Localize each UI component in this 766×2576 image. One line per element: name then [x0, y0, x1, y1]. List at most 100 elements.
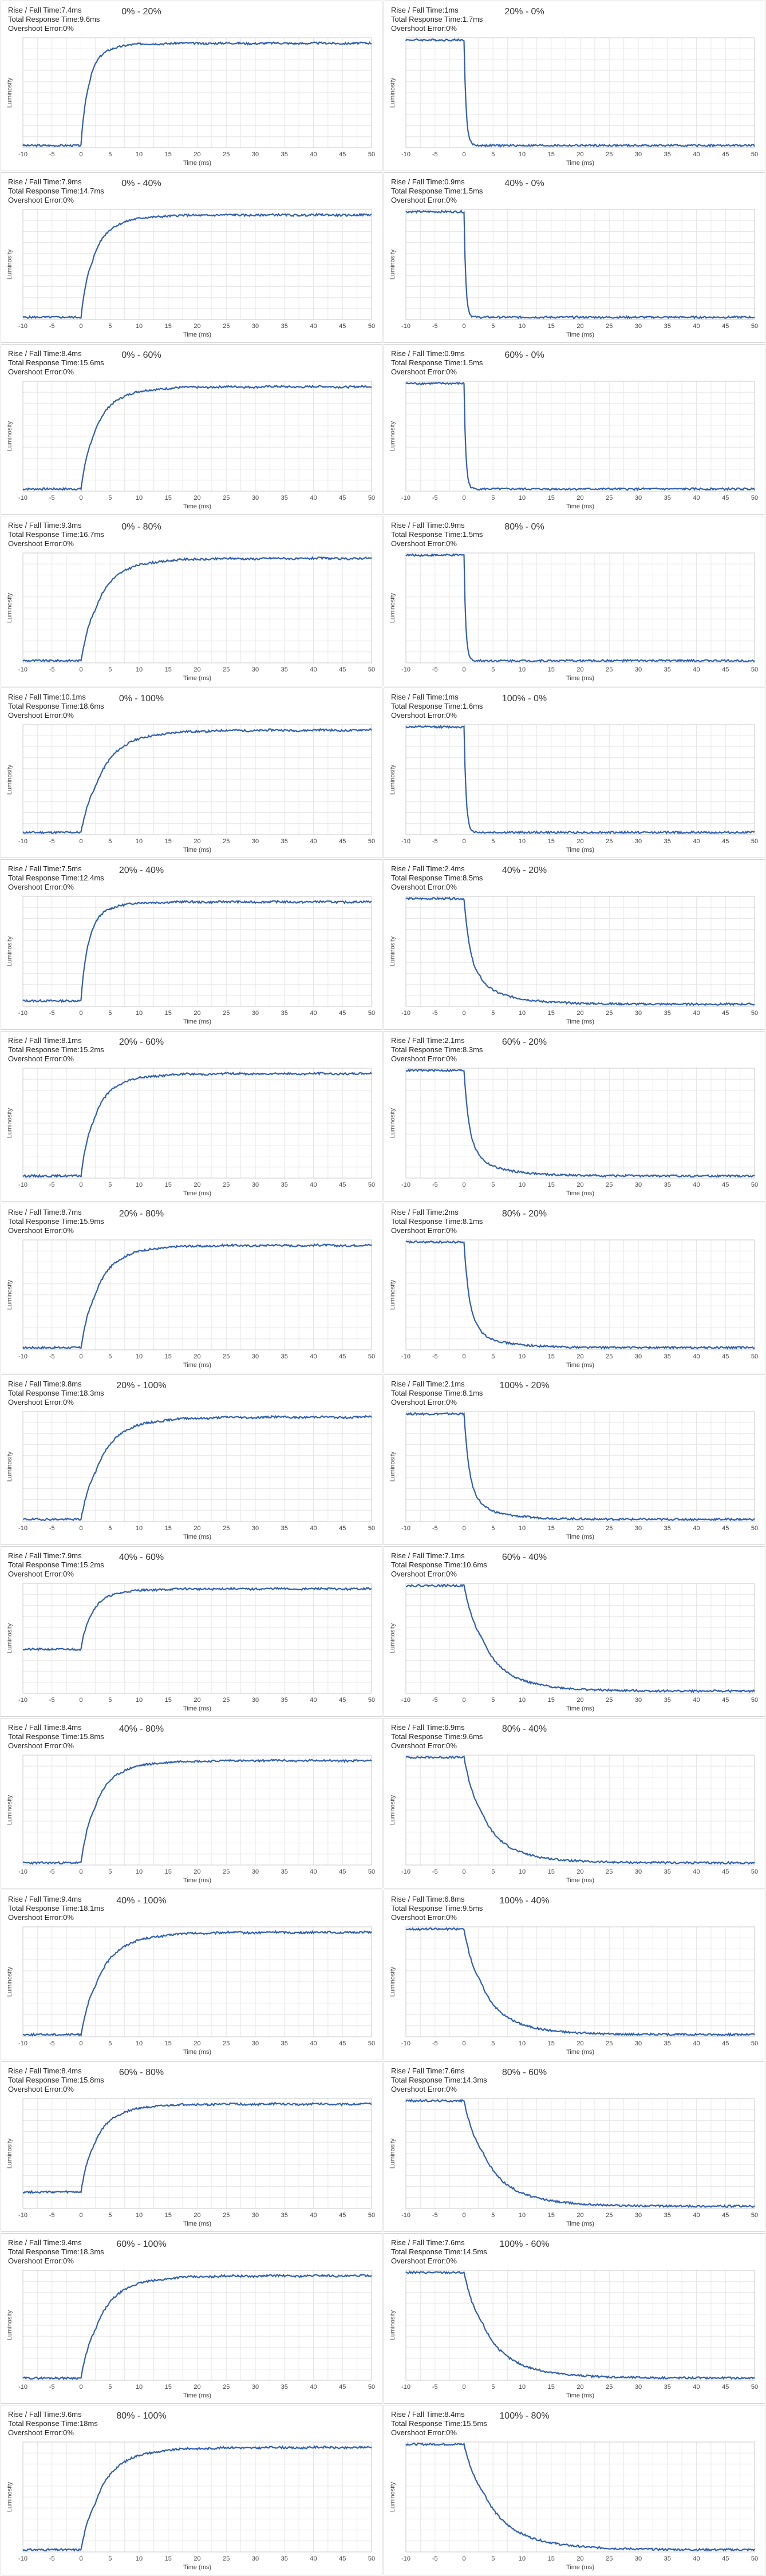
x-tick-label: 30: [635, 1182, 642, 1188]
x-tick-label: 5: [491, 323, 495, 330]
luminosity-series-line: [405, 553, 755, 663]
x-tick-label: 5: [491, 838, 495, 845]
x-tick-label: 30: [635, 838, 642, 845]
x-tick-label: -5: [49, 666, 55, 673]
rise-fall-time-value: 8.4ms: [61, 2067, 82, 2075]
plot-frame: [22, 1755, 372, 1866]
x-tick-label: 35: [664, 1868, 671, 1875]
overshoot-error-label: Overshoot Error:: [391, 368, 447, 376]
total-response-time-label: Total Response Time:: [391, 530, 463, 539]
rise-fall-time-label: Rise / Fall Time:: [391, 521, 445, 530]
overshoot-error: Overshoot Error:0%: [391, 2428, 487, 2437]
rise-fall-time-label: Rise / Fall Time:: [391, 2238, 445, 2247]
x-tick-label: 10: [136, 1182, 143, 1188]
luminosity-series-line: [22, 556, 372, 663]
x-tick-label: 10: [519, 2212, 526, 2219]
x-tick-label: -10: [18, 1010, 27, 1017]
luminosity-chart: -10 -5 0 5 10 15 20 25 30 35 40 45 50 Time (ms) Lumino…: [389, 1926, 758, 2056]
total-response-time: Total Response Time:15.2ms: [8, 1045, 104, 1054]
chart-panel: Rise / Fall Time:6.8ms Total Response Tim…: [384, 1890, 765, 2060]
x-axis-label: Time (ms): [183, 1362, 211, 1369]
total-response-time-value: 9.5ms: [463, 1904, 483, 1913]
overshoot-error-label: Overshoot Error:: [8, 2085, 64, 2093]
x-tick-label: 20: [194, 1697, 200, 1704]
luminosity-chart: -10 -5 0 5 10 15 20 25 30 35 40 45 50 Time (ms) Lumino…: [6, 552, 375, 682]
x-tick-label: 10: [136, 1010, 143, 1017]
x-tick-label: 30: [252, 838, 259, 845]
x-tick-label: 15: [548, 2555, 555, 2562]
total-response-time: Total Response Time:18ms: [8, 2419, 98, 2428]
x-tick-label: 50: [751, 838, 758, 845]
overshoot-error: Overshoot Error:0%: [8, 24, 100, 33]
x-tick-label: 40: [310, 323, 317, 330]
y-axis-label: Luminosity: [389, 764, 396, 795]
x-tick-label: -10: [401, 838, 410, 845]
metrics-block: Rise / Fall Time:0.9ms Total Response Tim…: [391, 349, 483, 377]
chart-panel: Rise / Fall Time:8.4ms Total Response Tim…: [1, 1718, 382, 1888]
x-tick-label: 20: [194, 1182, 200, 1188]
x-tick-label: 45: [722, 2555, 729, 2562]
x-tick-label: 15: [165, 2212, 172, 2219]
metrics-block: Rise / Fall Time:8.4ms Total Response Tim…: [391, 2410, 487, 2437]
metrics-block: Rise / Fall Time:8.1ms Total Response Tim…: [8, 1036, 104, 1064]
chart-title: 60% - 20%: [502, 1037, 547, 1047]
x-tick-label: 25: [606, 1525, 613, 1532]
x-tick-label: 50: [368, 1353, 375, 1360]
y-axis-label: Luminosity: [389, 1279, 396, 1310]
chart-panel: Rise / Fall Time:9.4ms Total Response Tim…: [1, 1890, 382, 2060]
rise-fall-time: Rise / Fall Time:8.4ms: [391, 2410, 487, 2419]
x-tick-label: 40: [693, 1010, 700, 1017]
total-response-time-label: Total Response Time:: [8, 530, 80, 539]
total-response-time-label: Total Response Time:: [391, 874, 463, 882]
x-tick-label: -10: [18, 1182, 27, 1188]
x-tick-label: 40: [693, 323, 700, 330]
chart-title: 80% - 20%: [502, 1209, 547, 1219]
rise-fall-time-label: Rise / Fall Time:: [8, 693, 62, 701]
x-tick-label: 10: [136, 2212, 143, 2219]
total-response-time-value: 16.7ms: [80, 530, 104, 539]
x-axis-label: Time (ms): [183, 675, 211, 682]
x-axis-label: Time (ms): [183, 1018, 211, 1025]
x-tick-label: 10: [519, 1010, 526, 1017]
total-response-time-label: Total Response Time:: [391, 1217, 463, 1226]
x-tick-label: -5: [432, 838, 438, 845]
rise-fall-time: Rise / Fall Time:9.6ms: [8, 2410, 98, 2419]
overshoot-error: Overshoot Error:0%: [391, 368, 483, 377]
x-tick-label: 30: [635, 666, 642, 673]
luminosity-chart: -10 -5 0 5 10 15 20 25 30 35 40 45 50 Time (ms) Lumino…: [389, 209, 758, 338]
chart-panel: Rise / Fall Time:8.1ms Total Response Tim…: [1, 1031, 382, 1202]
x-tick-label: 0: [462, 1182, 465, 1188]
chart-title: 60% - 0%: [504, 350, 544, 360]
x-tick-label: 50: [368, 1868, 375, 1875]
chart-panel: Rise / Fall Time:9.6ms Total Response Tim…: [1, 2405, 382, 2575]
x-tick-label: -10: [401, 2040, 410, 2047]
x-tick-label: -5: [49, 495, 55, 501]
rise-fall-time: Rise / Fall Time:7.4ms: [8, 6, 100, 15]
x-tick-label: 15: [165, 151, 172, 158]
chart-title: 40% - 0%: [504, 179, 544, 188]
rise-fall-time-value: 2.4ms: [444, 864, 465, 873]
x-tick-label: 35: [281, 2040, 288, 2047]
overshoot-error-label: Overshoot Error:: [8, 1741, 64, 1750]
x-tick-label: 10: [136, 1697, 143, 1704]
overshoot-error: Overshoot Error:0%: [391, 883, 483, 892]
y-axis-label: Luminosity: [389, 2482, 396, 2512]
x-tick-label: -10: [18, 838, 27, 845]
plot-frame: [22, 552, 372, 663]
x-tick-label: 0: [79, 2384, 82, 2391]
x-axis-label: Time (ms): [566, 160, 594, 167]
metrics-block: Rise / Fall Time:8.7ms Total Response Tim…: [8, 1208, 104, 1235]
luminosity-chart: -10 -5 0 5 10 15 20 25 30 35 40 45 50 Time (ms) Lumino…: [389, 2270, 758, 2399]
luminosity-series-line: [22, 1415, 372, 1522]
luminosity-series-line: [22, 212, 372, 319]
x-tick-label: 25: [606, 838, 613, 845]
x-tick-label: 20: [577, 2555, 583, 2562]
x-tick-label: 45: [722, 2040, 729, 2047]
overshoot-error-value: 0%: [446, 368, 457, 376]
x-tick-label: -10: [401, 151, 410, 158]
x-tick-label: 40: [310, 1525, 317, 1532]
x-tick-label: 5: [491, 1697, 495, 1704]
x-tick-label: 10: [519, 2555, 526, 2562]
x-tick-label: 0: [79, 495, 82, 501]
total-response-time: Total Response Time:15.2ms: [8, 1560, 104, 1570]
